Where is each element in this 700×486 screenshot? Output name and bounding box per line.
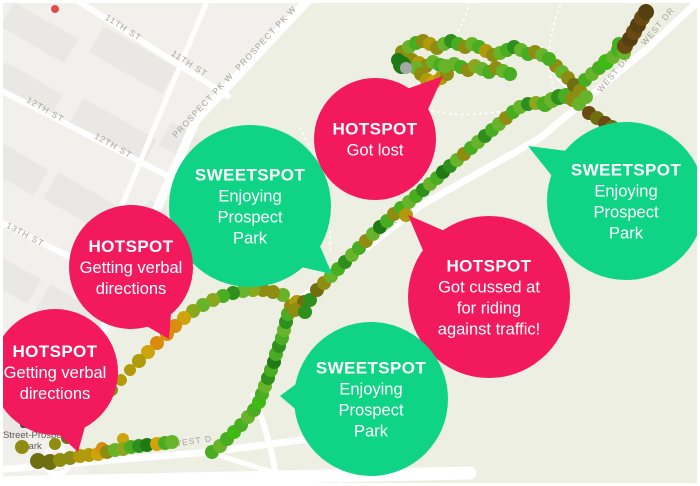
bubble-line-text: Park xyxy=(354,423,389,441)
bubble-line-text: Prospect xyxy=(338,402,404,420)
bubble-title-text: SWEETSPOT xyxy=(195,166,306,185)
bubble-line-text: directions xyxy=(20,385,91,403)
park-path xyxy=(299,127,332,253)
track-dot xyxy=(132,354,146,368)
bubble-title-text: HOTSPOT xyxy=(447,257,532,276)
bubble-line-text: Getting verbal xyxy=(4,364,107,382)
building-block xyxy=(89,26,177,94)
bubble-circle xyxy=(169,125,331,287)
bubble-line-text: Prospect xyxy=(217,209,283,227)
bubble-hotspot-verbal-directions-lower[interactable]: HOTSPOT Getting verbal directions xyxy=(0,309,118,452)
track-dot xyxy=(638,4,654,20)
bubble-line-text: Got lost xyxy=(347,142,404,160)
track-start-dot xyxy=(400,62,412,74)
bubble-hotspot-verbal-directions-upper[interactable]: HOTSPOT Getting verbal directions xyxy=(69,205,193,339)
building-block xyxy=(0,405,32,444)
poi-marker xyxy=(51,5,59,13)
track-dot xyxy=(117,433,129,445)
bubble-line-text: Getting verbal xyxy=(80,259,183,277)
park-area xyxy=(70,0,700,486)
bubble-line-text: Got cussed at xyxy=(438,279,540,297)
bubble-pointer xyxy=(408,215,448,255)
bubble-line-text: Prospect xyxy=(593,204,659,222)
building-block xyxy=(0,62,64,120)
bubble-circle xyxy=(547,122,700,280)
bubble-sweetspot-enjoying-park-right[interactable]: SWEETSPOT Enjoying Prospect Park xyxy=(528,122,700,280)
track-dot xyxy=(30,453,46,469)
station-label: Park xyxy=(22,441,42,452)
bubble-circle xyxy=(314,78,436,200)
bubble-pointer xyxy=(297,241,332,274)
building-block xyxy=(0,2,79,64)
road xyxy=(117,0,211,213)
road xyxy=(0,86,175,181)
bubble-sweetspot-enjoying-park-bottom[interactable]: SWEETSPOT Enjoying Prospect Park xyxy=(280,322,448,476)
road xyxy=(0,466,477,486)
bubble-pointer xyxy=(404,76,443,114)
bubble-circle xyxy=(294,322,448,476)
track-dot xyxy=(303,293,317,307)
bubble-circle xyxy=(408,216,570,378)
road xyxy=(70,0,231,99)
bubble-line-text: against traffic! xyxy=(438,321,540,339)
bubble-title-text: SWEETSPOT xyxy=(571,161,682,180)
track-dot xyxy=(542,52,556,66)
bubble-title-text: HOTSPOT xyxy=(89,237,174,256)
bubble-title-text: HOTSPOT xyxy=(13,342,98,361)
bubble-title-text: SWEETSPOT xyxy=(316,359,427,378)
track-dot xyxy=(150,336,164,350)
bubble-line-text: directions xyxy=(96,280,167,298)
bubble-line-text: Enjoying xyxy=(339,381,402,399)
track-dot xyxy=(438,59,452,73)
track-dot xyxy=(298,305,312,319)
track-dot xyxy=(503,67,517,81)
bubble-line-text: Enjoying xyxy=(594,183,657,201)
bubble-line-text: Park xyxy=(609,225,644,243)
track-dot xyxy=(49,438,61,450)
bubble-circle xyxy=(0,309,118,435)
bubble-sweetspot-enjoying-park-left[interactable]: SWEETSPOT Enjoying Prospect Park xyxy=(169,125,332,287)
bubble-line-text: Park xyxy=(233,230,268,248)
building-block xyxy=(69,98,157,166)
track-dot xyxy=(15,440,29,454)
track-dot xyxy=(124,364,136,376)
bubble-hotspot-got-lost[interactable]: HOTSPOT Got lost xyxy=(314,76,443,200)
track-dot xyxy=(165,435,179,449)
building-block xyxy=(0,255,42,305)
station-label: h Street-Prospect xyxy=(0,430,69,441)
track-dot xyxy=(177,311,191,325)
track-dot xyxy=(115,374,127,386)
track-dot xyxy=(256,283,270,297)
bubble-hotspot-got-cussed[interactable]: HOTSPOT Got cussed at for riding against tr… xyxy=(408,215,570,378)
bubble-circle xyxy=(69,205,193,329)
track-dot xyxy=(141,345,155,359)
bubble-line-text: for riding xyxy=(457,300,521,318)
bubble-pointer xyxy=(528,146,571,180)
bubble-line-text: Enjoying xyxy=(218,188,281,206)
track-dot xyxy=(579,90,593,104)
bubble-title-text: HOTSPOT xyxy=(333,120,418,139)
